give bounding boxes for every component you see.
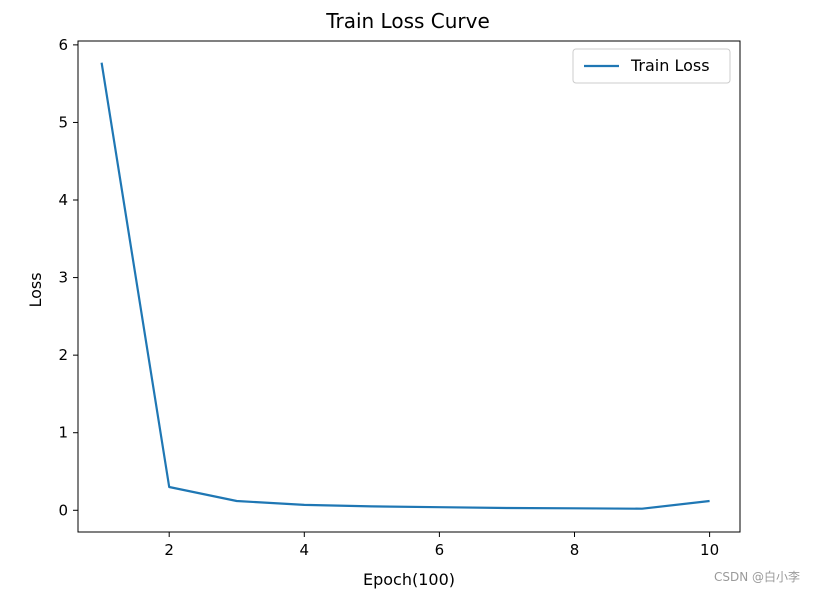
x-tick-label: 2 [164,541,174,559]
legend: Train Loss [572,48,731,84]
series-layer [100,62,710,510]
y-tick-label: 0 [58,501,68,519]
plot-frame [77,40,741,533]
series-line-train-loss [100,62,710,510]
legend-box [572,48,731,84]
y-tick-label: 2 [58,346,68,364]
y-tick-label: 4 [58,191,68,209]
y-tick-label: 6 [58,36,68,54]
y-tick-label: 5 [58,113,68,131]
chart-title: Train Loss Curve [325,9,490,33]
x-tick-label: 10 [700,541,719,559]
x-tick-label: 8 [570,541,580,559]
y-axis-ticks: 0 1 2 3 4 5 6 [58,36,78,519]
y-tick-label: 3 [58,269,68,287]
x-axis-title: Epoch(100) [363,570,455,589]
y-axis-title: Loss [26,272,45,307]
x-tick-label: 6 [435,541,445,559]
y-tick-label: 1 [58,424,68,442]
x-tick-label: 4 [300,541,310,559]
x-axis-ticks: 2 4 6 8 10 [164,532,719,559]
legend-label: Train Loss [630,56,710,75]
watermark: CSDN @白小李 [713,570,800,584]
